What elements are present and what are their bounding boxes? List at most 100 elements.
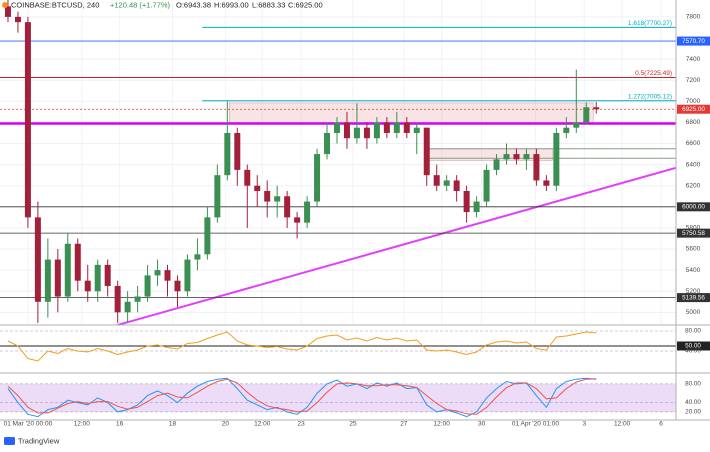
change: +120.48 (+1.77%) [110,0,171,9]
candle-body [583,107,590,123]
x-tick-label: 6 [659,421,663,428]
x-tick-label: 30 [478,421,486,428]
candle-body [373,122,380,139]
symbol: COINBASE:BTCUSD, 240 [11,0,99,9]
level-label-box [677,104,710,114]
plot-layer: 7800 7400 7200 7000 6800 6600 6400 6200 5800 5600… [0,0,710,428]
y-tick-label: 6400 [686,161,701,168]
fib-label: 0.5(7225.49) [635,70,672,77]
candle-body [353,127,360,139]
candle-body [134,296,141,302]
candle-body [64,243,71,297]
candle-body [234,132,241,170]
x-tick-label: 27 [400,421,408,428]
candle-body [573,122,580,128]
candle-body [593,107,600,110]
candle-body [34,217,41,302]
fib-label: 1.272(7005.12) [628,93,672,100]
candle-body [403,122,410,133]
candle-body [224,132,231,176]
candle-body [24,22,31,218]
candle-body [483,169,490,202]
candle-body [563,127,570,133]
x-tick-label: 12:00 [74,421,91,428]
candle-body [523,154,530,160]
y-tick-label: 7400 [686,56,701,63]
y-tick-label: 6200 [686,182,701,189]
y-tick-label: 40.00 [685,399,701,406]
candle-body [264,190,271,202]
x-tick-label: 12:00 [254,421,271,428]
candle-body [363,127,370,139]
x-tick-label: 23 [297,421,305,428]
brand-logo [4,437,15,445]
y-tick-label: 5400 [686,267,701,274]
y-tick-label: 50.00 [685,343,701,350]
candle-body [204,217,211,255]
candle-body [383,122,390,133]
candle-body [503,154,510,160]
candle-body [533,154,540,181]
candle-body [114,285,121,313]
candle-body [244,169,251,186]
candle-body [433,175,440,186]
level-label: 6925.00 [682,106,705,113]
candle-body [184,259,191,292]
fib-label: 1.618(7700.27) [628,20,672,27]
x-tick-label: 01 Mar '20 00:00 [4,421,53,428]
candle-body [334,122,341,133]
candle-body [284,196,291,218]
candle-body [453,180,460,191]
candle-body [304,201,311,223]
level-label-box [677,293,710,303]
y-tick-label: 6800 [686,119,701,126]
y-tick-label: 80.00 [685,328,701,335]
level-label-box [677,341,710,351]
candle-body [94,264,101,292]
candle-body [214,175,221,218]
level-label-box [677,202,710,212]
x-tick-label: 16 [116,421,124,428]
x-tick-label: 12:00 [434,421,451,428]
header: COINBASE:BTCUSD, 240 +120.48 (+1.77%) O:… [2,0,323,9]
stoch-line [7,378,597,415]
y-tick-label: 7200 [686,77,701,84]
footer: TradingView [4,436,60,445]
y-tick-label: 20.00 [685,409,701,416]
candle-body [513,154,520,160]
y-tick-label: 40.00 [685,348,701,355]
level-label: 5139.56 [682,294,705,301]
x-tick-label: 20 [222,421,230,428]
x-tick-label: 12:00 [614,421,631,428]
x-tick-label: 3 [582,421,586,428]
y-tick-label: 6600 [686,140,701,147]
y-tick-label: 80.00 [685,381,701,388]
price-pane [0,0,676,325]
candle-body [473,201,480,213]
y-tick-label: 7800 [686,14,701,21]
candle-body [124,301,131,313]
candle-body [324,132,331,155]
y-tick-label: 5200 [686,288,701,295]
candle-body [314,154,321,202]
level-label: 7570.70 [682,38,705,45]
candle-body [44,259,51,302]
candle-body [54,259,61,297]
trendline [117,166,676,325]
brand: TradingView [18,436,60,445]
x-tick-label: 25 [349,421,357,428]
symbol-icon [2,2,8,8]
candle-body [274,196,281,202]
candle-body [194,254,201,260]
candle-body [423,127,430,176]
candle-body [343,122,350,139]
candle-body [254,185,261,191]
candle-body [164,270,171,281]
candle-body [4,6,11,17]
level-label-box [677,228,710,238]
candle-body [74,243,81,281]
candle-body [14,16,21,23]
level-label: 5750.58 [682,230,705,237]
